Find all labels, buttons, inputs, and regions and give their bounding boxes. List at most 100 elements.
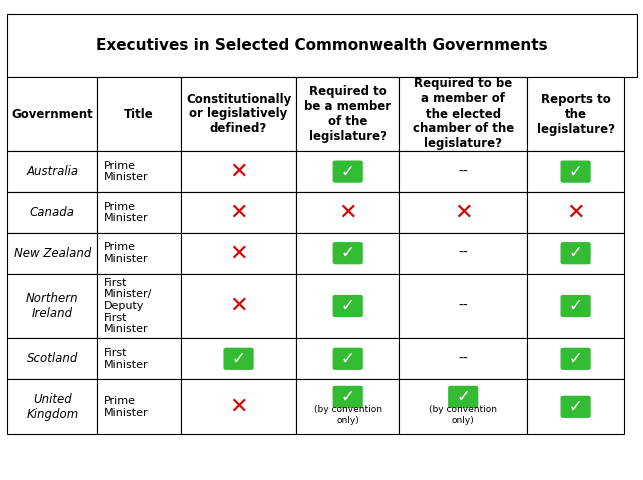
Text: United
Kingdom: United Kingdom	[26, 393, 78, 421]
Text: ✕: ✕	[338, 203, 357, 222]
FancyBboxPatch shape	[222, 347, 255, 371]
Bar	[8, 77, 97, 151]
FancyBboxPatch shape	[560, 347, 592, 371]
Bar	[97, 192, 181, 233]
Bar	[181, 338, 296, 379]
Text: --: --	[458, 352, 468, 366]
Bar	[8, 338, 97, 379]
Text: ✓: ✓	[568, 398, 583, 416]
Text: ✓: ✓	[341, 244, 355, 262]
Text: Government: Government	[12, 108, 93, 120]
Bar	[97, 233, 181, 274]
Bar	[399, 274, 527, 338]
Bar	[527, 151, 624, 192]
Text: --: --	[458, 299, 468, 313]
Text: Prime
Minister: Prime Minister	[104, 396, 149, 418]
Text: --: --	[458, 246, 468, 260]
Text: Required to be
a member of
the elected
chamber of the
legislature?: Required to be a member of the elected c…	[413, 77, 514, 151]
Bar	[527, 274, 624, 338]
Bar	[296, 274, 399, 338]
Bar	[181, 379, 296, 434]
Text: Prime
Minister: Prime Minister	[104, 242, 149, 264]
Bar	[399, 233, 527, 274]
Text: Title: Title	[124, 108, 154, 120]
FancyBboxPatch shape	[560, 160, 592, 183]
Text: Scotland: Scotland	[26, 352, 78, 365]
Bar	[97, 274, 181, 338]
Text: ✓: ✓	[457, 388, 470, 406]
Text: Northern
Ireland: Northern Ireland	[26, 292, 78, 320]
Bar	[296, 192, 399, 233]
Bar	[8, 233, 97, 274]
Text: (by convention
only): (by convention only)	[314, 406, 382, 425]
Bar	[97, 338, 181, 379]
Bar	[399, 192, 527, 233]
Bar	[399, 338, 527, 379]
Bar	[181, 274, 296, 338]
Bar	[399, 77, 527, 151]
Text: ✓: ✓	[341, 388, 355, 406]
Bar	[296, 379, 399, 434]
Text: ✓: ✓	[231, 350, 246, 368]
Text: ✓: ✓	[568, 244, 583, 262]
Bar	[181, 192, 296, 233]
Text: (by convention
only): (by convention only)	[430, 406, 497, 425]
Bar	[8, 14, 637, 77]
Text: ✕: ✕	[566, 203, 585, 222]
Bar	[296, 338, 399, 379]
Text: Executives in Selected Commonwealth Governments: Executives in Selected Commonwealth Gove…	[96, 38, 548, 53]
FancyBboxPatch shape	[332, 347, 363, 371]
Bar	[527, 338, 624, 379]
Text: ✓: ✓	[568, 297, 583, 315]
Text: ✕: ✕	[230, 162, 248, 181]
Text: ✓: ✓	[568, 163, 583, 180]
FancyBboxPatch shape	[332, 241, 363, 265]
Bar	[296, 233, 399, 274]
Text: Canada: Canada	[30, 206, 75, 219]
FancyBboxPatch shape	[332, 385, 363, 408]
Text: ✕: ✕	[230, 296, 248, 316]
Text: ✕: ✕	[230, 203, 248, 222]
Bar	[181, 233, 296, 274]
Bar	[8, 274, 97, 338]
FancyBboxPatch shape	[332, 160, 363, 183]
Text: Australia: Australia	[26, 165, 78, 178]
FancyBboxPatch shape	[560, 395, 592, 419]
Text: ✓: ✓	[568, 350, 583, 368]
Text: ✓: ✓	[341, 297, 355, 315]
Bar	[181, 77, 296, 151]
Text: ✕: ✕	[230, 397, 248, 417]
Bar	[8, 151, 97, 192]
FancyBboxPatch shape	[560, 294, 592, 318]
Bar	[181, 151, 296, 192]
Text: Required to
be a member
of the
legislature?: Required to be a member of the legislatu…	[304, 85, 391, 143]
Text: Constitutionally
or legislatively
defined?: Constitutionally or legislatively define…	[186, 93, 291, 135]
Bar	[8, 192, 97, 233]
Bar	[527, 379, 624, 434]
Bar	[97, 379, 181, 434]
Text: Reports to
the
legislature?: Reports to the legislature?	[537, 93, 615, 135]
Bar	[399, 379, 527, 434]
Text: ✕: ✕	[454, 203, 473, 222]
Bar	[527, 192, 624, 233]
Bar	[399, 151, 527, 192]
Text: ✓: ✓	[341, 350, 355, 368]
Bar	[296, 151, 399, 192]
FancyBboxPatch shape	[332, 294, 363, 318]
Bar	[8, 379, 97, 434]
Bar	[97, 77, 181, 151]
FancyBboxPatch shape	[560, 241, 592, 265]
Text: First
Minister/
Deputy
First
Minister: First Minister/ Deputy First Minister	[104, 278, 152, 334]
FancyBboxPatch shape	[448, 385, 479, 408]
Bar	[527, 77, 624, 151]
Bar	[296, 77, 399, 151]
Text: ✕: ✕	[230, 243, 248, 263]
Text: ✓: ✓	[341, 163, 355, 180]
Text: --: --	[458, 165, 468, 179]
Text: First
Minister: First Minister	[104, 348, 149, 370]
Bar	[527, 233, 624, 274]
Text: Prime
Minister: Prime Minister	[104, 202, 149, 223]
Text: New Zealand: New Zealand	[14, 247, 91, 260]
Bar	[97, 151, 181, 192]
Text: Prime
Minister: Prime Minister	[104, 161, 149, 182]
